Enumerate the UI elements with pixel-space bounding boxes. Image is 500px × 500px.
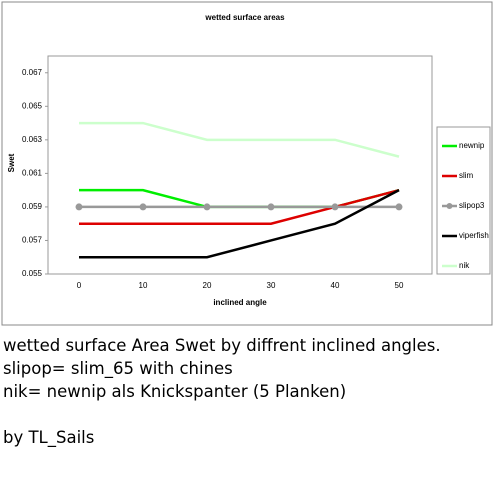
- legend-label: newnip: [459, 141, 485, 150]
- y-tick-label: 0.067: [22, 68, 43, 77]
- series-line: [79, 188, 400, 225]
- caption-line: nik= newnip als Knickspanter (5 Planken): [3, 382, 347, 401]
- legend-label: nik: [459, 261, 470, 270]
- y-tick-label: 0.061: [22, 168, 43, 177]
- chart: wetted surface areas inclined angle Swet…: [1, 1, 493, 326]
- data-point: [203, 203, 211, 211]
- data-point: [139, 203, 147, 211]
- legend-label: slipop3: [459, 201, 485, 210]
- legend-label: viperfish: [459, 231, 489, 240]
- x-axis-label: inclined angle: [213, 298, 267, 307]
- plot-area: [47, 55, 433, 275]
- data-point: [267, 203, 275, 211]
- x-tick-label: 10: [139, 281, 148, 290]
- x-tick-label: 30: [267, 281, 276, 290]
- data-point: [75, 203, 83, 211]
- y-tick-label: 0.059: [22, 202, 43, 211]
- x-tick-label: 40: [331, 281, 340, 290]
- x-tick-label: 50: [395, 281, 404, 290]
- y-tick-label: 0.063: [22, 135, 43, 144]
- x-tick-label: 20: [203, 281, 212, 290]
- series-line: [79, 121, 400, 158]
- caption-author: by TL_Sails: [3, 428, 95, 447]
- y-tick-label: 0.055: [22, 269, 43, 278]
- y-tick-label: 0.065: [22, 101, 43, 110]
- x-tick-label: 0: [77, 281, 82, 290]
- caption-line: slipop= slim_65 with chines: [3, 359, 233, 378]
- data-point: [331, 203, 339, 211]
- caption-line: wetted surface Area Swet by diffrent inc…: [3, 336, 441, 355]
- legend-marker: [446, 203, 453, 209]
- y-tick-label: 0.057: [22, 236, 43, 245]
- series-line: [79, 189, 400, 259]
- y-axis-label: Swet: [7, 153, 16, 172]
- data-point: [395, 203, 403, 211]
- legend-box: [436, 126, 491, 275]
- chart-title: wetted surface areas: [204, 13, 285, 22]
- legend-label: slim: [459, 171, 474, 180]
